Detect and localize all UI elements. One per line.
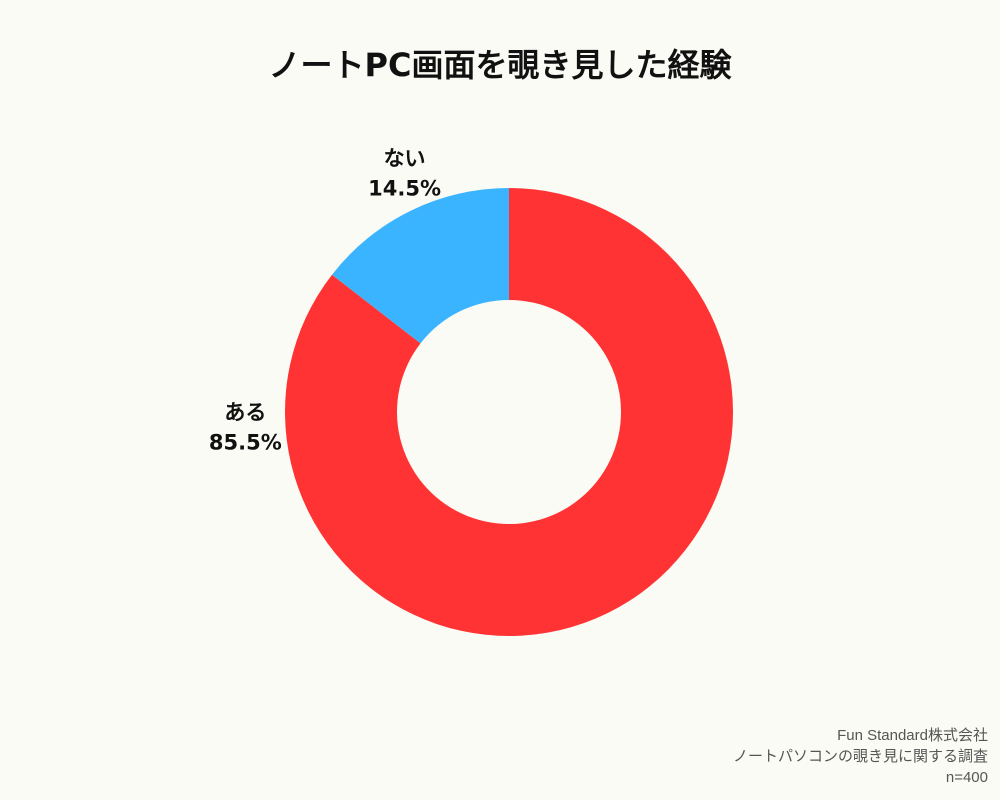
source-survey: ノートパソコンの覗き見に関する調査 xyxy=(732,748,988,765)
source-note: Fun Standard株式会社 ノートパソコンの覗き見に関する調査 n=400 xyxy=(733,725,988,788)
donut-slice-2 xyxy=(332,188,509,344)
slice-value-label: 85.5% xyxy=(209,431,282,455)
donut-slice-1 xyxy=(285,187,734,636)
chart-title: ノートPC画面を覗き見した経験 xyxy=(268,46,732,84)
slice-category-label: ある xyxy=(224,401,266,425)
sample-size: n=400 xyxy=(945,769,988,786)
slice-value-label: 14.5% xyxy=(368,177,441,201)
source-company: Fun Standard株式会社 xyxy=(837,727,988,744)
slice-category-label: ない xyxy=(384,147,426,171)
